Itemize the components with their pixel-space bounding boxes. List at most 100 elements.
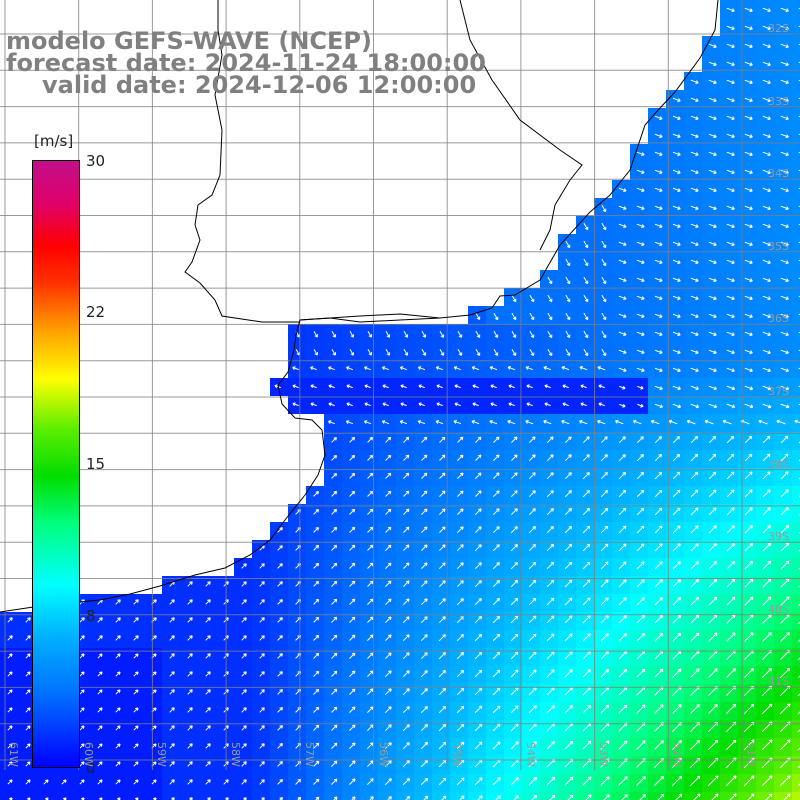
wind-arrow	[510, 633, 519, 642]
wind-arrow	[438, 616, 446, 624]
wind-arrow	[708, 277, 717, 283]
wind-arrow	[654, 632, 664, 642]
wind-arrow	[636, 295, 645, 300]
wind-arrow	[418, 384, 425, 389]
wind-arrow	[654, 151, 663, 157]
wind-arrow	[780, 7, 789, 13]
wind-arrow	[762, 578, 772, 588]
speed-cell	[792, 90, 800, 108]
wind-arrow	[690, 704, 700, 714]
wind-arrow	[636, 169, 645, 174]
wind-arrow	[686, 419, 696, 425]
wind-arrow	[618, 740, 628, 750]
wind-arrow	[225, 797, 229, 800]
wind-arrow	[744, 43, 753, 49]
wind-arrow	[493, 472, 500, 479]
wind-arrow	[475, 490, 482, 497]
wind-arrow	[277, 725, 283, 731]
wind-arrow	[331, 688, 338, 695]
wind-arrow	[187, 689, 193, 695]
wind-arrow	[583, 240, 589, 249]
wind-arrow	[133, 779, 139, 785]
wind-arrow	[313, 742, 320, 749]
wind-arrow	[726, 151, 735, 157]
wind-arrow	[43, 779, 49, 785]
wind-arrow	[744, 385, 754, 391]
wind-arrow	[510, 526, 518, 534]
lat-label: 38S	[768, 458, 789, 471]
wind-arrow	[672, 632, 682, 642]
wind-arrow	[708, 403, 718, 409]
wind-arrow	[169, 617, 175, 623]
wind-arrow	[744, 525, 753, 534]
wind-arrow	[382, 384, 389, 389]
wind-arrow	[762, 277, 771, 283]
wind-arrow	[492, 562, 500, 570]
wind-arrow	[762, 61, 771, 67]
wind-arrow	[169, 707, 175, 713]
wind-arrow	[654, 331, 663, 337]
wind-arrow	[618, 507, 627, 516]
wind-arrow	[259, 761, 265, 767]
wind-arrow	[528, 776, 538, 786]
wind-arrow	[456, 741, 465, 750]
wind-arrow	[564, 561, 573, 570]
wind-arrow	[492, 705, 501, 714]
wind-arrow	[779, 703, 791, 715]
wind-arrow	[693, 793, 701, 800]
wind-arrow	[744, 205, 753, 211]
lon-label: 60W	[82, 742, 95, 767]
wind-arrow	[384, 724, 392, 732]
speed-cell	[630, 792, 648, 800]
wind-arrow	[726, 7, 735, 13]
lon-label: 59W	[155, 742, 168, 767]
wind-arrow	[547, 312, 553, 321]
wind-arrow	[618, 471, 627, 480]
wind-arrow	[654, 543, 663, 552]
wind-arrow	[367, 670, 374, 677]
wind-arrow	[456, 687, 465, 696]
wind-arrow	[223, 779, 229, 785]
wind-arrow	[744, 367, 753, 373]
wind-arrow	[582, 704, 592, 714]
colorbar-tick-label: 30	[86, 152, 106, 170]
wind-arrow	[704, 419, 714, 425]
wind-arrow	[313, 509, 319, 515]
wind-arrow	[366, 778, 374, 786]
wind-arrow	[187, 617, 193, 623]
wind-arrow	[241, 599, 247, 605]
wind-arrow	[725, 739, 737, 751]
lon-label: 52W	[671, 742, 684, 767]
wind-arrow	[133, 635, 139, 641]
wind-arrow	[169, 653, 175, 659]
wind-arrow	[600, 525, 609, 534]
speed-cell	[216, 792, 234, 800]
wind-arrow	[528, 561, 537, 570]
wind-arrow	[367, 598, 374, 605]
wind-arrow	[744, 97, 753, 103]
wind-arrow	[508, 384, 515, 389]
wind-arrow	[367, 454, 374, 461]
wind-arrow	[402, 688, 410, 696]
wind-arrow	[618, 561, 627, 570]
wind-arrow	[528, 615, 537, 624]
wind-arrow	[364, 384, 371, 389]
wind-arrow	[601, 294, 607, 303]
wind-arrow	[546, 436, 554, 444]
wind-arrow	[744, 7, 753, 13]
wind-arrow	[708, 489, 717, 498]
wind-arrow	[97, 707, 103, 713]
wind-arrow	[421, 331, 427, 338]
wind-arrow	[583, 348, 589, 357]
wind-arrow	[331, 437, 337, 443]
wind-arrow	[689, 775, 701, 787]
wind-arrow	[420, 616, 428, 624]
wind-arrow	[474, 580, 482, 588]
wind-arrow	[438, 634, 446, 642]
wind-arrow	[169, 779, 175, 785]
wind-arrow	[456, 669, 465, 678]
wind-arrow	[402, 670, 410, 678]
wind-arrow	[636, 597, 645, 606]
wind-arrow	[654, 367, 663, 373]
wind-arrow	[205, 635, 211, 641]
